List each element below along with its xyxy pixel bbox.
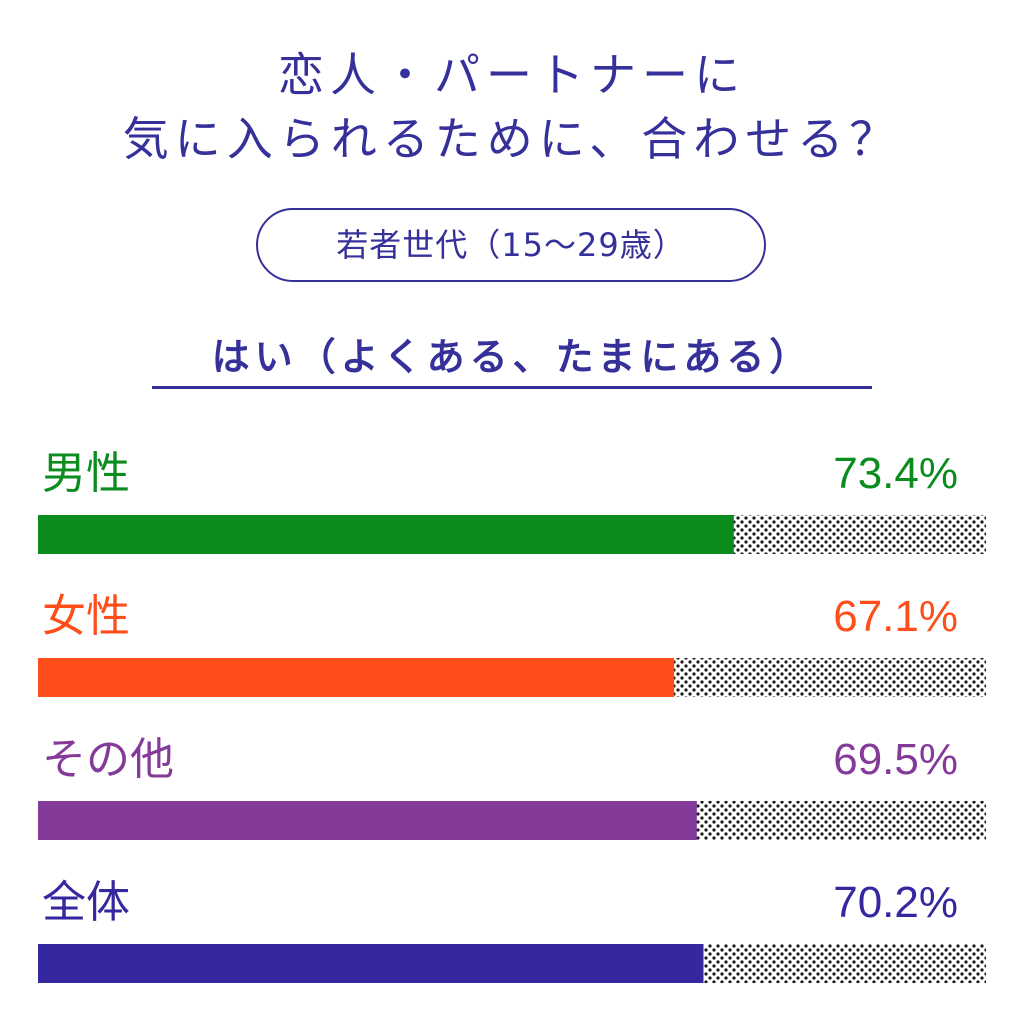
bar-chart: 男性 73.4% 女性 67.1% その他 69.5% 全体 70.2% xyxy=(38,448,986,983)
chart-title-line-2: 気に入られるために、合わせる？ xyxy=(122,112,902,166)
chart-title-line-1: 恋人・パートナーに xyxy=(278,48,746,102)
category-label: その他 xyxy=(42,734,174,785)
bar xyxy=(38,801,697,840)
value-label: 70.2% xyxy=(833,878,958,927)
bar xyxy=(38,658,675,697)
value-label: 67.1% xyxy=(833,592,958,641)
category-label: 全体 xyxy=(42,877,130,928)
chart-subtitle: はい（よくある、たまにある） xyxy=(152,328,872,389)
age-group-badge: 若者世代（15〜29歳） xyxy=(256,208,766,282)
category-label: 女性 xyxy=(42,591,130,642)
bar xyxy=(38,944,704,983)
category-label: 男性 xyxy=(42,448,130,499)
bar xyxy=(38,515,734,554)
value-label: 69.5% xyxy=(833,735,958,784)
value-label: 73.4% xyxy=(833,449,958,498)
